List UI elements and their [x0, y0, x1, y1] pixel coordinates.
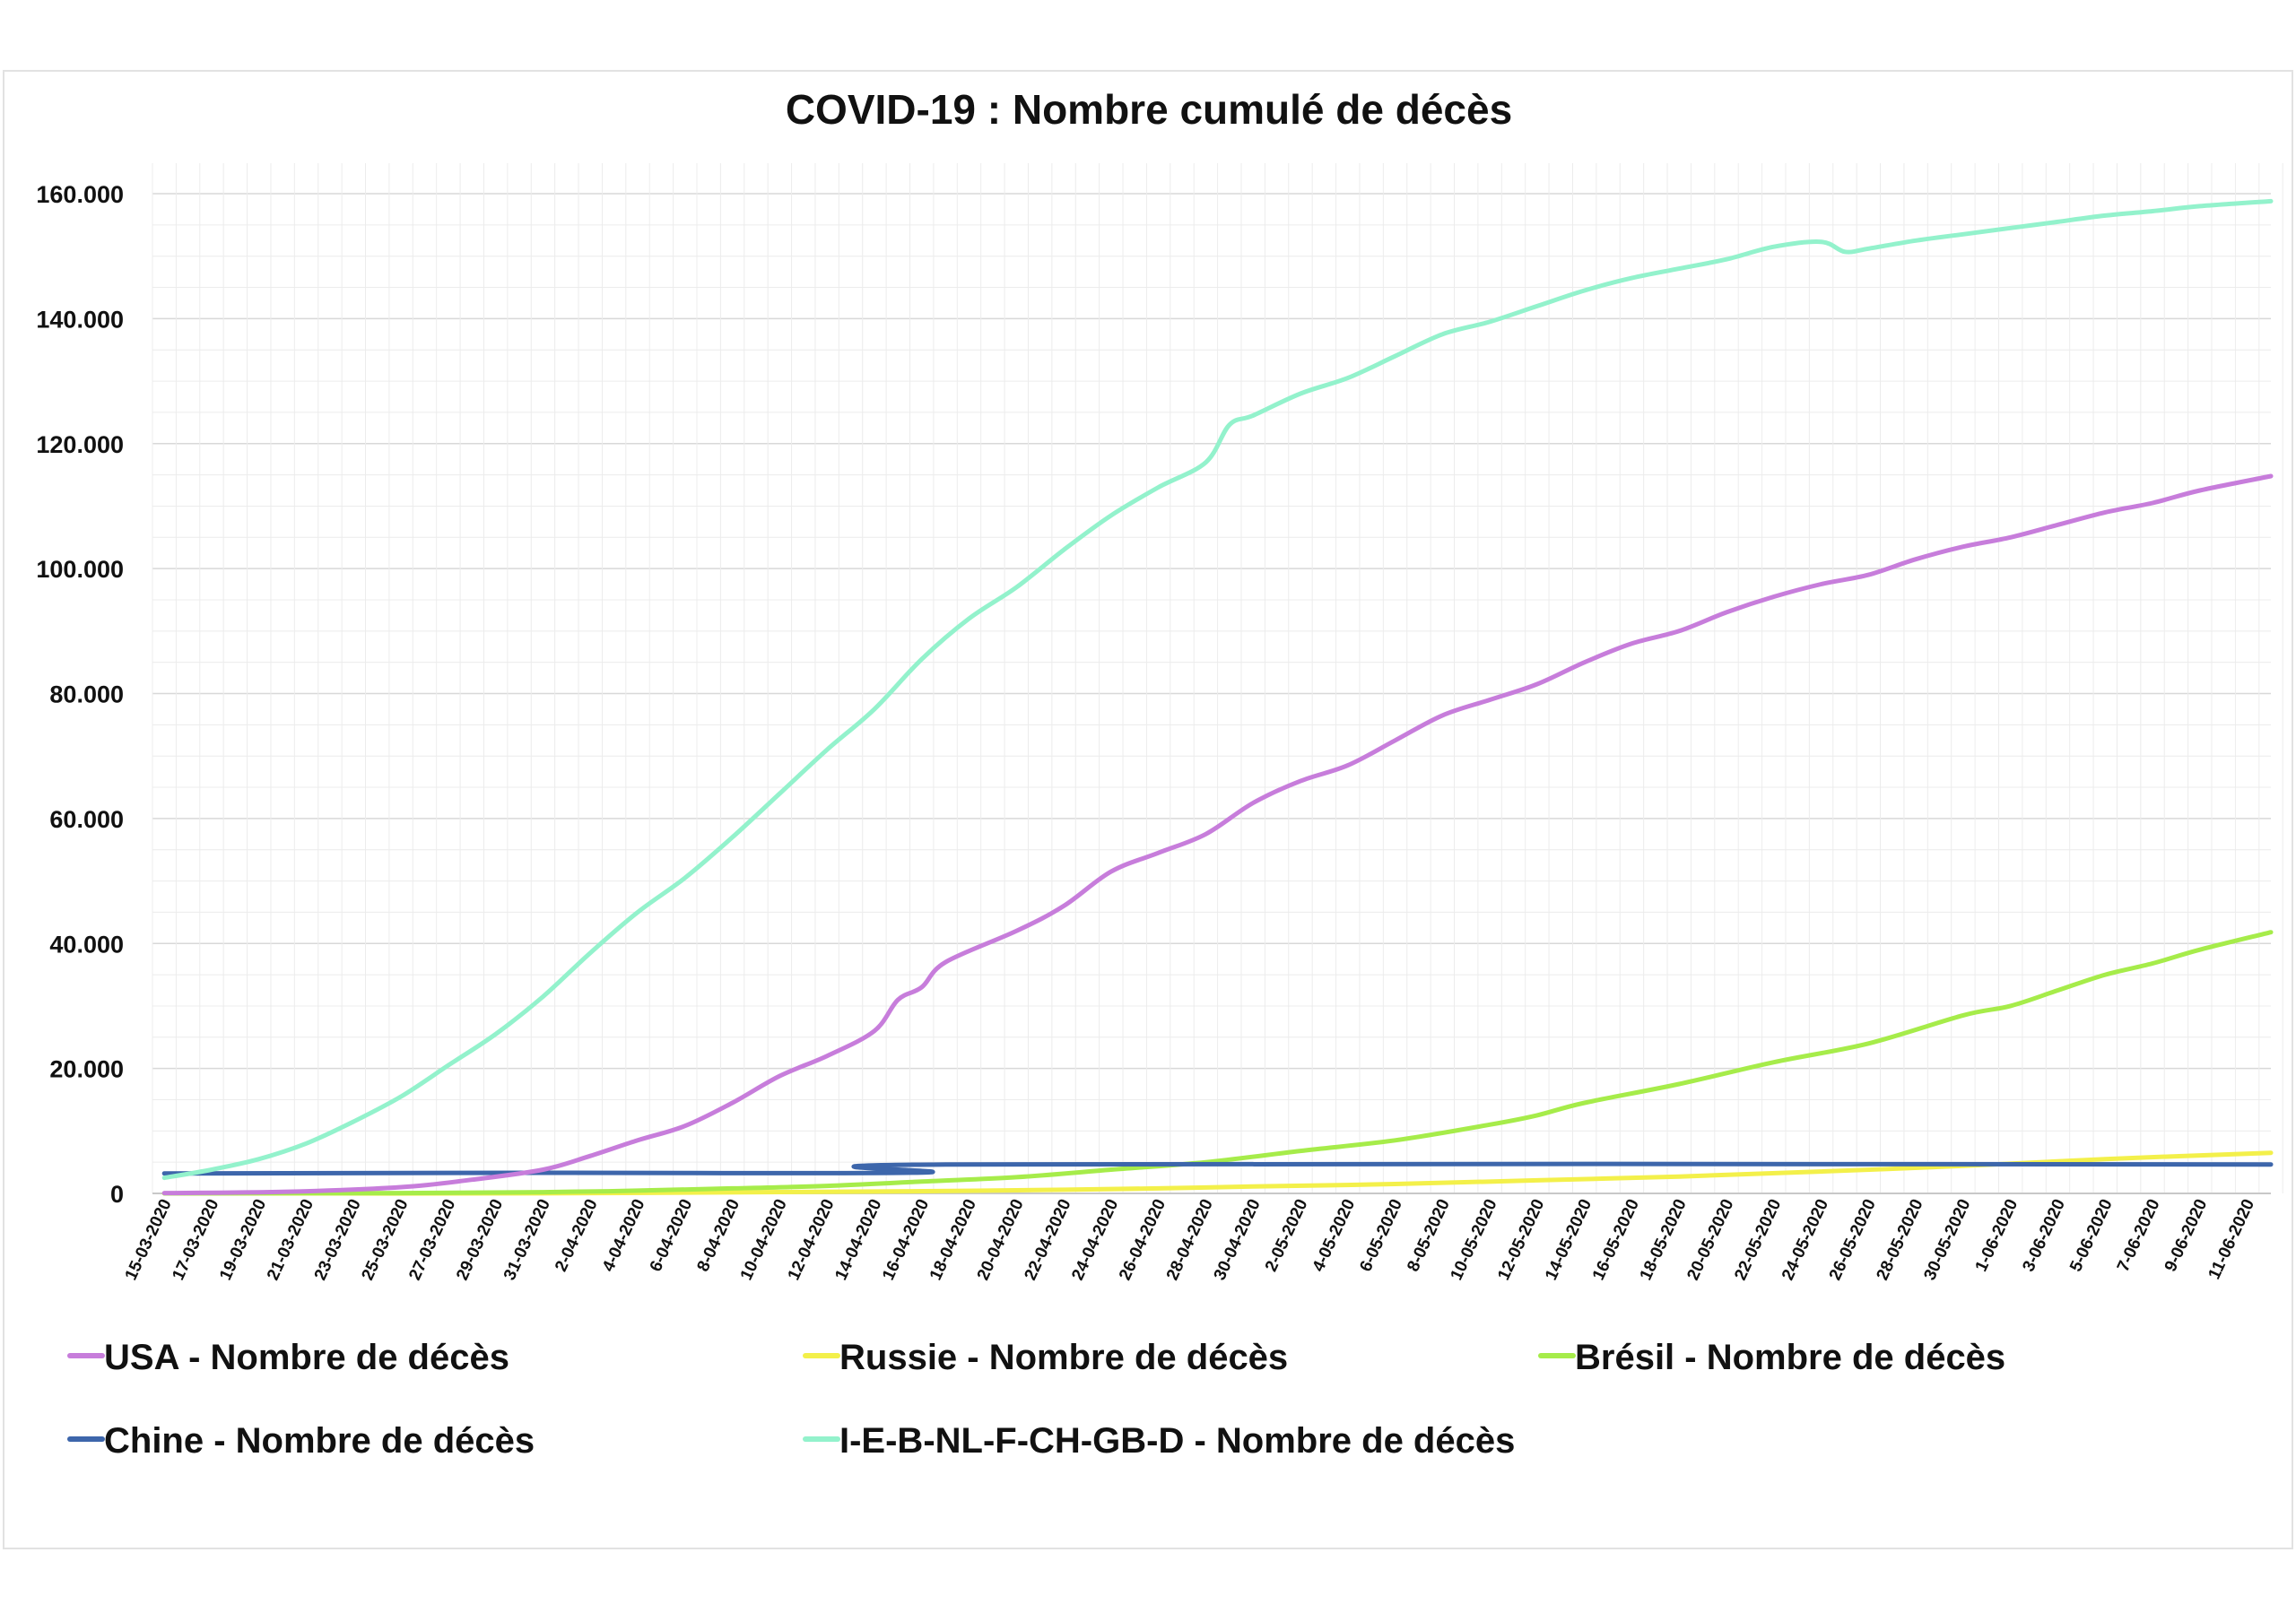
x-tick-label: 28-04-2020: [1163, 1196, 1217, 1283]
y-tick-label: 20.000: [49, 1056, 124, 1083]
y-tick-label: 80.000: [49, 681, 124, 708]
y-tick-label: 120.000: [36, 431, 124, 458]
x-tick-label: 30-04-2020: [1211, 1196, 1265, 1283]
y-tick-label: 60.000: [49, 806, 124, 833]
x-tick-label: 15-03-2020: [122, 1196, 176, 1283]
x-tick-label: 28-05-2020: [1874, 1196, 1927, 1283]
legend-label: Brésil - Nombre de décès: [1575, 1338, 2005, 1377]
x-tick-label: 26-04-2020: [1116, 1196, 1170, 1283]
x-tick-label: 16-05-2020: [1589, 1196, 1643, 1283]
y-axis: 0 20.000 40.000 60.000 80.000 100.000 120.000 1…: [36, 181, 124, 1208]
series-line: [161, 198, 2274, 1181]
x-tick-label: 22-05-2020: [1731, 1196, 1785, 1283]
x-axis: 15-03-202017-03-202019-03-202021-03-2020…: [122, 1196, 2259, 1283]
legend-label: Russie - Nombre de décès: [839, 1338, 1288, 1377]
x-tick-label: 8-04-2020: [693, 1196, 744, 1274]
x-tick-label: 12-04-2020: [785, 1196, 839, 1283]
y-tick-label: 40.000: [49, 931, 124, 958]
x-tick-label: 19-03-2020: [216, 1196, 270, 1283]
x-tick-label: 14-05-2020: [1542, 1196, 1596, 1283]
x-tick-label: 2-05-2020: [1262, 1196, 1312, 1274]
x-tick-label: 25-03-2020: [359, 1196, 413, 1283]
x-tick-label: 5-06-2020: [2066, 1196, 2117, 1274]
chart-frame: [3, 70, 2293, 1549]
y-tick-label: 0: [110, 1181, 124, 1208]
x-tick-label: 20-05-2020: [1683, 1196, 1737, 1283]
y-tick-label: 100.000: [36, 556, 124, 583]
x-tick-label: 30-05-2020: [1920, 1196, 1974, 1283]
series-line: [161, 930, 2274, 1196]
x-tick-label: 6-04-2020: [647, 1196, 697, 1274]
y-tick-label: 140.000: [36, 306, 124, 333]
x-tick-label: 24-04-2020: [1068, 1196, 1122, 1283]
series-lines: [161, 198, 2274, 1196]
x-tick-label: 26-05-2020: [1826, 1196, 1880, 1283]
x-tick-label: 17-03-2020: [169, 1196, 222, 1283]
x-tick-label: 23-03-2020: [311, 1196, 365, 1283]
x-tick-label: 8-05-2020: [1404, 1196, 1454, 1274]
x-tick-label: 3-06-2020: [2019, 1196, 2069, 1274]
x-tick-label: 24-05-2020: [1779, 1196, 1832, 1283]
x-tick-label: 4-05-2020: [1309, 1196, 1360, 1274]
x-tick-label: 29-03-2020: [453, 1196, 507, 1283]
x-tick-label: 22-04-2020: [1021, 1196, 1074, 1283]
x-tick-label: 14-04-2020: [831, 1196, 885, 1283]
y-tick-label: 160.000: [36, 181, 124, 208]
series-line: [161, 473, 2274, 1196]
x-tick-label: 16-04-2020: [879, 1196, 933, 1283]
x-tick-label: 10-05-2020: [1448, 1196, 1501, 1283]
grid: [152, 163, 2283, 1194]
x-tick-label: 6-05-2020: [1356, 1196, 1406, 1274]
x-tick-label: 4-04-2020: [599, 1196, 649, 1274]
chart-title: COVID-19 : Nombre cumulé de décès: [786, 86, 1512, 133]
x-tick-label: 20-04-2020: [974, 1196, 1028, 1283]
x-tick-label: 31-03-2020: [500, 1196, 554, 1283]
legend-label: Chine - Nombre de décès: [104, 1421, 535, 1461]
x-tick-label: 18-04-2020: [926, 1196, 980, 1283]
x-tick-label: 2-04-2020: [552, 1196, 602, 1274]
x-tick-label: 12-05-2020: [1494, 1196, 1548, 1283]
x-tick-label: 7-06-2020: [2114, 1196, 2164, 1274]
legend-label: I-E-B-NL-F-CH-GB-D - Nombre de décès: [839, 1421, 1515, 1461]
x-tick-label: 11-06-2020: [2205, 1196, 2258, 1282]
series-line: [161, 1161, 2274, 1176]
legend: USA - Nombre de décès Russie - Nombre de …: [67, 1338, 2005, 1461]
legend-label: USA - Nombre de décès: [104, 1338, 509, 1377]
x-tick-label: 10-04-2020: [737, 1196, 791, 1283]
x-tick-label: 9-06-2020: [2161, 1196, 2212, 1274]
x-tick-label: 18-05-2020: [1637, 1196, 1691, 1283]
x-tick-label: 1-06-2020: [1972, 1196, 2022, 1274]
x-tick-label: 21-03-2020: [264, 1196, 317, 1283]
x-tick-label: 27-03-2020: [405, 1196, 459, 1283]
